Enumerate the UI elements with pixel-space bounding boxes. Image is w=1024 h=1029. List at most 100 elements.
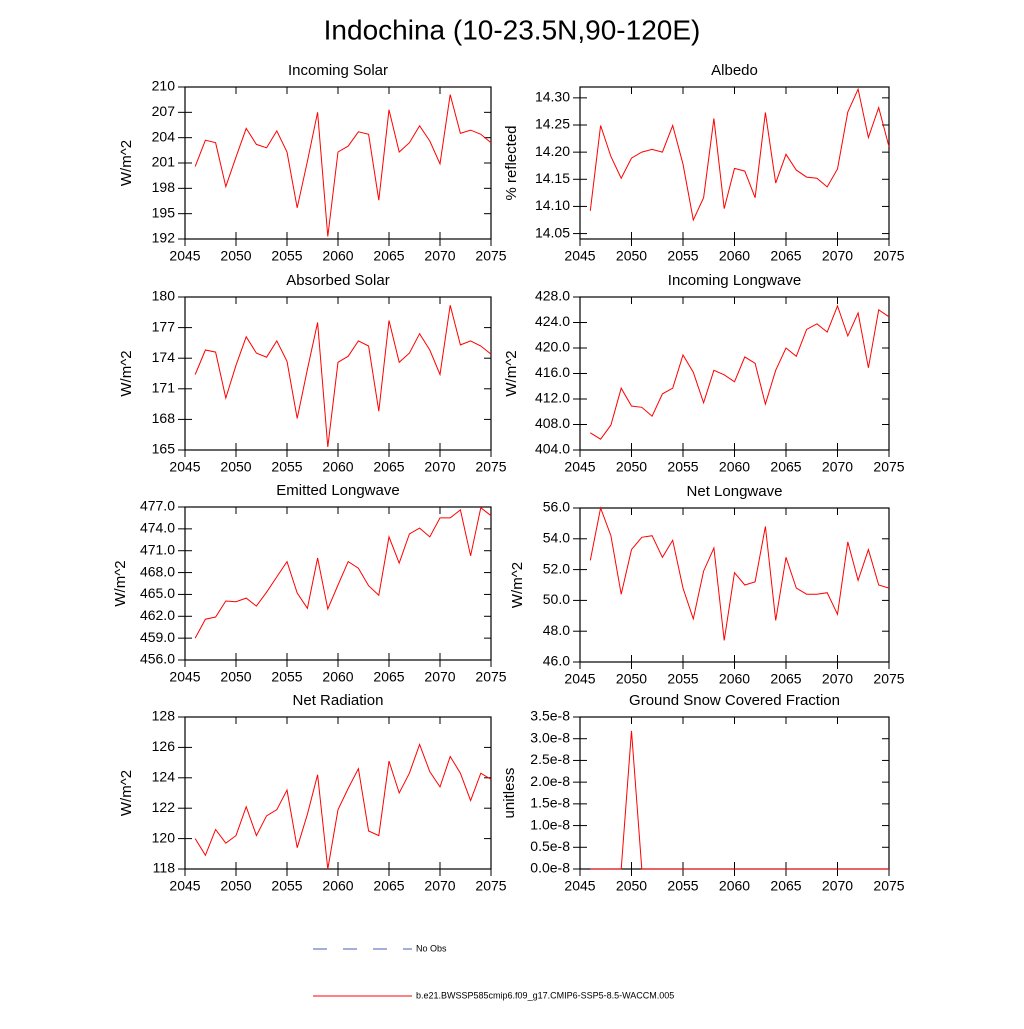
y-axis-label: % reflected	[503, 125, 520, 200]
x-tick-label: 2060	[322, 878, 353, 894]
y-tick-label: 3.5e-8	[530, 708, 570, 724]
x-tick-label: 2075	[873, 878, 904, 894]
x-tick-label: 2050	[220, 669, 251, 685]
y-tick-label: 474.0	[140, 520, 175, 536]
x-tick-label: 2060	[719, 248, 750, 264]
y-tick-label: 56.0	[543, 499, 570, 515]
y-tick-label: 201	[152, 154, 176, 170]
y-tick-label: 420.0	[535, 339, 570, 355]
y-tick-label: 210	[152, 78, 176, 94]
panel-title: Net Radiation	[293, 692, 384, 709]
x-tick-label: 2050	[616, 248, 647, 264]
x-tick-label: 2065	[770, 878, 801, 894]
x-tick-label: 2055	[667, 878, 698, 894]
y-axis-label: W/m^2	[112, 560, 129, 606]
x-tick-label: 2070	[424, 459, 455, 475]
panel-title: Emitted Longwave	[276, 482, 399, 499]
x-tick-label: 2055	[667, 671, 698, 687]
y-tick-label: 171	[152, 380, 176, 396]
data-line	[590, 730, 889, 870]
y-tick-label: 14.20	[535, 143, 570, 159]
x-tick-label: 2045	[169, 248, 200, 264]
x-tick-label: 2060	[322, 669, 353, 685]
data-line	[194, 506, 492, 639]
y-tick-label: 46.0	[543, 653, 570, 669]
plot-frame	[579, 296, 890, 451]
x-tick-label: 2060	[719, 459, 750, 475]
panel-title: Ground Snow Covered Fraction	[629, 692, 840, 709]
data-line	[194, 94, 492, 237]
x-tick-label: 2060	[719, 671, 750, 687]
x-tick-label: 2075	[475, 459, 506, 475]
y-tick-label: 207	[152, 103, 176, 119]
y-tick-label: 168	[152, 410, 176, 426]
y-tick-label: 416.0	[535, 364, 570, 380]
legend-label: No Obs	[416, 943, 447, 953]
y-axis-label: unitless	[501, 768, 518, 819]
x-tick-label: 2060	[322, 248, 353, 264]
y-tick-label: 468.0	[140, 563, 175, 579]
x-tick-label: 2070	[424, 878, 455, 894]
panel-title: Absorbed Solar	[286, 272, 389, 289]
x-tick-label: 2050	[616, 459, 647, 475]
x-tick-label: 2050	[220, 878, 251, 894]
y-tick-label: 165	[152, 441, 176, 457]
y-tick-label: 412.0	[535, 390, 570, 406]
panel-title: Incoming Longwave	[668, 272, 801, 289]
y-axis-label: W/m^2	[509, 562, 526, 608]
legend-label: b.e21.BWSSP585cmip6.f09_g17.CMIP6-SSP5-8…	[416, 990, 674, 1000]
x-tick-label: 2050	[220, 248, 251, 264]
x-tick-label: 2055	[271, 248, 302, 264]
x-tick-label: 2065	[770, 459, 801, 475]
x-tick-label: 2055	[271, 459, 302, 475]
y-tick-label: 180	[152, 288, 176, 304]
x-tick-label: 2045	[169, 459, 200, 475]
data-line	[589, 506, 890, 641]
plot-frame	[184, 86, 492, 240]
x-tick-label: 2070	[424, 669, 455, 685]
x-tick-label: 2075	[475, 878, 506, 894]
x-tick-label: 2045	[564, 248, 595, 264]
panel-title: Incoming Solar	[288, 62, 388, 79]
y-tick-label: 14.15	[535, 170, 570, 186]
y-tick-label: 3.0e-8	[530, 729, 570, 745]
y-tick-label: 2.0e-8	[530, 773, 570, 789]
y-tick-label: 428.0	[535, 288, 570, 304]
y-tick-label: 404.0	[535, 441, 570, 457]
y-axis-label: W/m^2	[118, 140, 135, 186]
y-tick-label: 459.0	[140, 629, 175, 645]
y-tick-label: 14.05	[535, 224, 570, 240]
x-tick-label: 2070	[822, 248, 853, 264]
y-tick-label: 1.5e-8	[530, 795, 570, 811]
y-tick-label: 118	[153, 860, 176, 876]
y-tick-label: 14.10	[535, 197, 570, 213]
plot-frame	[184, 716, 492, 870]
plot-frame	[579, 86, 890, 240]
panel-title: Albedo	[711, 62, 758, 79]
y-tick-label: 0.5e-8	[530, 838, 570, 854]
x-tick-label: 2055	[667, 459, 698, 475]
data-line	[589, 87, 890, 222]
x-tick-label: 2065	[770, 248, 801, 264]
y-tick-label: 195	[152, 204, 176, 220]
x-tick-label: 2065	[373, 459, 404, 475]
x-tick-label: 2070	[822, 671, 853, 687]
x-tick-label: 2075	[475, 248, 506, 264]
panel-title: Net Longwave	[687, 483, 783, 500]
y-tick-label: 122	[152, 799, 176, 815]
data-line	[590, 304, 890, 440]
y-tick-label: 52.0	[543, 560, 570, 576]
y-axis-label: W/m^2	[118, 350, 135, 396]
x-tick-label: 2050	[220, 459, 251, 475]
x-tick-label: 2055	[271, 669, 302, 685]
x-tick-label: 2075	[873, 459, 904, 475]
y-tick-label: 48.0	[543, 622, 570, 638]
x-tick-label: 2065	[770, 671, 801, 687]
x-tick-label: 2065	[373, 878, 404, 894]
x-tick-label: 2045	[564, 671, 595, 687]
x-tick-label: 2060	[322, 459, 353, 475]
y-tick-label: 174	[152, 349, 176, 365]
x-tick-label: 2045	[169, 669, 200, 685]
